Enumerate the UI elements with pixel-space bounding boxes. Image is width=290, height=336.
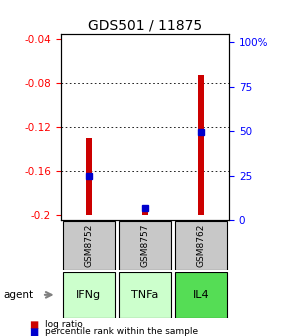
Text: GSM8762: GSM8762	[197, 224, 206, 267]
Bar	[63, 221, 115, 270]
Bar	[142, 209, 148, 215]
Bar	[175, 272, 227, 318]
Text: GSM8757: GSM8757	[140, 224, 150, 267]
Text: ■: ■	[29, 320, 38, 330]
Text: GSM8752: GSM8752	[84, 224, 93, 267]
Bar	[198, 75, 204, 215]
Text: agent: agent	[3, 290, 33, 300]
Bar	[119, 272, 171, 318]
Bar	[119, 221, 171, 270]
Text: percentile rank within the sample: percentile rank within the sample	[45, 327, 198, 336]
Bar	[175, 221, 227, 270]
Bar	[86, 138, 92, 215]
Bar	[63, 272, 115, 318]
Text: IFNg: IFNg	[76, 290, 102, 300]
Title: GDS501 / 11875: GDS501 / 11875	[88, 18, 202, 33]
Text: IL4: IL4	[193, 290, 209, 300]
Text: TNFa: TNFa	[131, 290, 159, 300]
Text: ■: ■	[29, 327, 38, 336]
Text: log ratio: log ratio	[45, 321, 83, 329]
